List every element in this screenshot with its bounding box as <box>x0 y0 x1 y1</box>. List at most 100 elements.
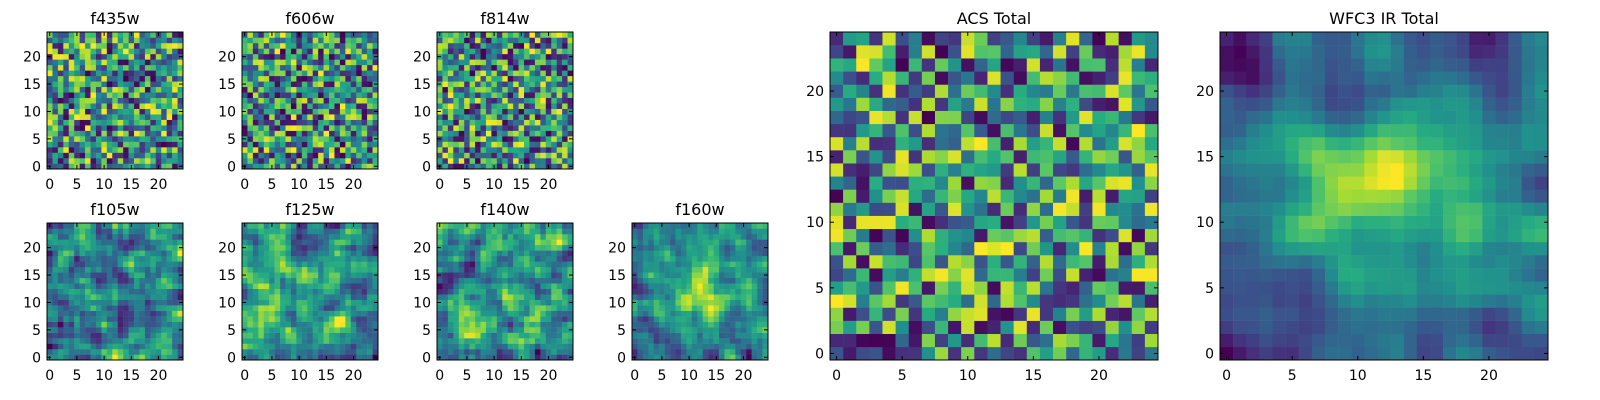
heatmap-cell <box>464 81 470 88</box>
heatmap-cell <box>708 338 714 344</box>
heatmap-cell <box>144 75 151 82</box>
heatmap-cell <box>496 223 503 229</box>
heatmap-cell <box>123 147 129 153</box>
heatmap-cell <box>507 349 514 355</box>
heatmap-cell <box>74 48 80 55</box>
heatmap-cell <box>856 320 870 335</box>
heatmap-cell <box>247 338 254 344</box>
heatmap-cell <box>307 255 313 262</box>
heatmap-cell <box>144 141 151 148</box>
heatmap-cell <box>252 48 259 55</box>
heatmap-cell <box>567 349 574 355</box>
heatmap-cell <box>150 92 157 99</box>
heatmap-cell <box>746 343 752 350</box>
heatmap-cell <box>274 136 281 142</box>
heatmap-cell <box>453 152 460 159</box>
heatmap-cell <box>274 310 281 317</box>
heatmap-cell <box>166 130 173 137</box>
heatmap-cell <box>139 141 146 148</box>
heatmap-cell <box>361 283 368 290</box>
heatmap-cell <box>551 147 557 153</box>
heatmap-cell <box>513 141 519 148</box>
heatmap-cell <box>507 48 514 55</box>
heatmap-cell <box>285 294 292 300</box>
heatmap-cell <box>729 327 736 333</box>
heatmap-cell <box>740 283 747 290</box>
heatmap-cell <box>57 158 64 164</box>
heatmap-cell <box>57 103 64 109</box>
heatmap-cell <box>296 152 303 159</box>
heatmap-cell <box>247 321 254 328</box>
heatmap-cell <box>290 158 297 164</box>
y-tick-label: 5 <box>227 132 236 148</box>
y-tick-label: 20 <box>608 241 626 257</box>
heatmap-cell <box>57 42 64 49</box>
heatmap-cell <box>68 152 75 159</box>
heatmap-cell <box>653 277 660 284</box>
heatmap-cell <box>280 103 286 109</box>
heatmap-cell <box>762 294 769 300</box>
heatmap-cell <box>1118 320 1133 335</box>
heatmap-cell <box>653 349 660 355</box>
heatmap-cell <box>95 233 102 240</box>
heatmap-cell <box>442 125 449 131</box>
heatmap-cell <box>329 48 335 55</box>
heatmap-cell <box>63 288 70 295</box>
heatmap-cell <box>1144 346 1159 361</box>
heatmap-cell <box>90 136 97 142</box>
heatmap-cell <box>280 283 286 290</box>
heatmap-cell <box>112 288 118 295</box>
heatmap-cell <box>68 92 75 99</box>
heatmap-cell <box>562 42 568 49</box>
heatmap-cell <box>242 338 248 344</box>
heatmap-cell <box>144 261 151 268</box>
heatmap-cell <box>242 283 248 290</box>
heatmap-cell <box>648 310 655 317</box>
heatmap-cell <box>356 114 362 120</box>
heatmap-cell <box>117 228 124 235</box>
heatmap-cell <box>447 250 454 257</box>
heatmap-cell <box>637 272 644 279</box>
heatmap-cell <box>350 255 357 262</box>
y-tick-label: 20 <box>23 241 41 257</box>
heatmap-cell <box>269 277 275 284</box>
heatmap-cell <box>112 42 118 49</box>
heatmap-cell <box>258 86 265 93</box>
heatmap-cell <box>123 272 129 279</box>
heatmap-cell <box>74 147 80 153</box>
heatmap-cell <box>686 338 693 344</box>
heatmap-cell <box>312 250 319 257</box>
heatmap-cell <box>856 281 870 295</box>
heatmap-cell <box>659 321 665 328</box>
heatmap-cell <box>252 343 259 350</box>
heatmap-cell <box>63 75 70 82</box>
heatmap-cell <box>670 277 676 284</box>
heatmap-cell <box>172 327 178 333</box>
heatmap-cell <box>708 327 714 333</box>
heatmap-cell <box>491 277 498 284</box>
heatmap-cell <box>1026 333 1041 348</box>
heatmap-cell <box>339 86 346 93</box>
heatmap-cell <box>285 266 292 273</box>
heatmap-cell <box>757 327 763 333</box>
heatmap-cell <box>664 338 671 344</box>
heatmap-cell <box>751 327 758 333</box>
heatmap-cell <box>757 239 763 246</box>
heatmap-cell <box>632 228 638 235</box>
heatmap-cell <box>90 354 97 361</box>
heatmap-cell <box>307 141 313 148</box>
heatmap-cell <box>724 327 731 333</box>
heatmap-cell <box>90 332 97 339</box>
heatmap-cell <box>79 37 86 44</box>
heatmap-cell <box>648 244 655 251</box>
heatmap-cell <box>524 288 530 295</box>
heatmap-cell <box>529 92 536 99</box>
heatmap-cell <box>139 37 146 44</box>
heatmap-cell <box>757 223 763 229</box>
heatmap-cell <box>307 321 313 328</box>
heatmap-cell <box>68 136 75 142</box>
heatmap-cell <box>85 81 91 88</box>
heatmap-cell <box>518 114 525 120</box>
heatmap-cell <box>74 255 80 262</box>
heatmap-cell <box>312 136 319 142</box>
